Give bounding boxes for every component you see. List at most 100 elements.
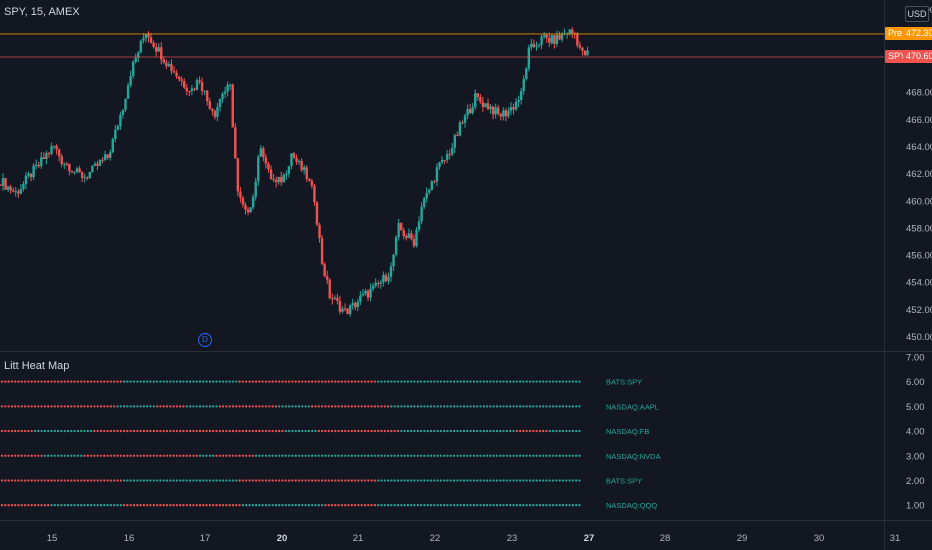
- heat-map-dot: [122, 429, 126, 433]
- candle-body: [568, 29, 571, 34]
- heat-map-dot: [555, 380, 558, 383]
- heat-map-dot: [248, 479, 251, 482]
- heat-map-dot: [103, 380, 106, 383]
- heat-map-dot: [202, 504, 205, 507]
- heat-map-dot: [449, 380, 452, 383]
- heat-map-dot: [330, 429, 334, 433]
- heat-map-dot: [33, 504, 37, 507]
- heat-map-dot: [212, 454, 215, 457]
- heat-map-dot: [93, 405, 96, 408]
- heat-map-dot: [254, 380, 258, 383]
- candle-body: [512, 107, 515, 110]
- heat-map-dot: [334, 429, 337, 433]
- heat-map-dot: [515, 504, 518, 507]
- heat-map-dot: [116, 380, 119, 383]
- heat-map-dot: [416, 479, 419, 482]
- heat-map-dot: [429, 479, 433, 482]
- heat-map-dot: [202, 429, 205, 433]
- heat-map-dot: [245, 504, 248, 507]
- heat-map-dot: [235, 380, 238, 383]
- heat-map-dot: [311, 479, 314, 482]
- candle-body: [507, 110, 510, 117]
- heat-map-dot: [363, 454, 367, 457]
- heat-map-dot: [37, 479, 40, 482]
- heat-map-dot: [40, 479, 43, 482]
- heat-map-dot: [159, 405, 162, 408]
- heat-map-dot: [278, 454, 281, 457]
- heat-map-dot: [116, 479, 119, 482]
- currency-button[interactable]: USD: [905, 6, 929, 22]
- heat-map-dot: [96, 454, 99, 457]
- heat-map-dot: [4, 479, 7, 482]
- heat-map-dot: [30, 504, 33, 507]
- heat-map-dot: [538, 479, 542, 482]
- heat-map-dot: [485, 504, 489, 507]
- heat-map-dot: [146, 479, 149, 482]
- candle-body: [239, 191, 242, 198]
- dividend-event-icon[interactable]: D: [198, 333, 212, 347]
- heat-map-dot: [340, 454, 344, 457]
- heat-map-dot: [175, 454, 179, 457]
- heat-map-dot: [73, 504, 76, 507]
- heat-map-dot: [248, 405, 251, 408]
- heat-map-dot: [314, 405, 317, 408]
- heat-map-dot: [122, 380, 126, 383]
- heat-map-dot: [248, 504, 251, 507]
- heat-map-dot: [17, 504, 20, 507]
- heat-map-dot: [70, 504, 73, 507]
- heat-map-dot: [294, 380, 297, 383]
- heat-map-dot: [136, 405, 139, 408]
- heat-map-dot: [225, 405, 228, 408]
- candle-body: [144, 34, 148, 39]
- heat-map-dot: [268, 429, 271, 433]
- indicator-axis: 7.00 6.00 5.00 4.00 3.00 2.00 1.00: [906, 352, 925, 511]
- candle-body: [267, 163, 270, 170]
- heat-map-dot: [297, 429, 301, 433]
- heat-map-dot: [485, 454, 489, 457]
- heat-map-dot: [245, 380, 248, 383]
- heat-map-dot: [0, 429, 4, 433]
- heat-map-dot: [93, 479, 96, 482]
- indicator-title[interactable]: Litt Heat Map: [4, 360, 70, 372]
- heat-map-dot: [443, 504, 446, 507]
- heat-map-dot: [360, 380, 363, 383]
- candle-body: [183, 80, 186, 88]
- heat-map-dot: [380, 405, 383, 408]
- heat-map-dot: [360, 504, 363, 507]
- heat-map-dot: [43, 454, 47, 457]
- heat-map-dot: [551, 454, 555, 457]
- candle-body: [315, 202, 319, 225]
- heat-map-dot: [231, 504, 235, 507]
- heat-map-dot: [139, 429, 142, 433]
- heat-map-dot: [370, 454, 373, 457]
- heat-map-dot: [116, 454, 119, 457]
- heat-map-dot: [238, 454, 241, 457]
- heat-map-dot: [350, 454, 353, 457]
- heat-map-dot: [443, 479, 446, 482]
- heat-map-dot: [80, 504, 83, 507]
- heat-map-dot: [307, 454, 311, 457]
- heat-map-dot: [132, 479, 136, 482]
- heat-map-dot: [367, 429, 370, 433]
- heat-map-dot: [459, 504, 462, 507]
- candle-body: [126, 85, 130, 99]
- heat-map-dot: [436, 380, 439, 383]
- heat-map-symbol-label: BATS:SPY: [606, 378, 642, 387]
- candle-body: [379, 282, 382, 284]
- heat-map-dot: [551, 504, 555, 507]
- heat-map-dot: [23, 479, 27, 482]
- candle-body: [377, 282, 380, 284]
- heat-map-dot: [155, 429, 159, 433]
- heat-map-dot: [152, 454, 155, 457]
- heat-map-dot: [192, 454, 195, 457]
- heat-map-dot: [76, 504, 80, 507]
- heat-map-dot: [426, 479, 429, 482]
- heat-map-dot: [400, 380, 403, 383]
- heat-map-dot: [472, 429, 476, 433]
- heat-map-dot: [60, 429, 63, 433]
- heat-map-dot: [495, 405, 499, 408]
- heat-map-dot: [499, 479, 502, 482]
- heat-map-dot: [565, 454, 568, 457]
- heat-map-dot: [518, 454, 522, 457]
